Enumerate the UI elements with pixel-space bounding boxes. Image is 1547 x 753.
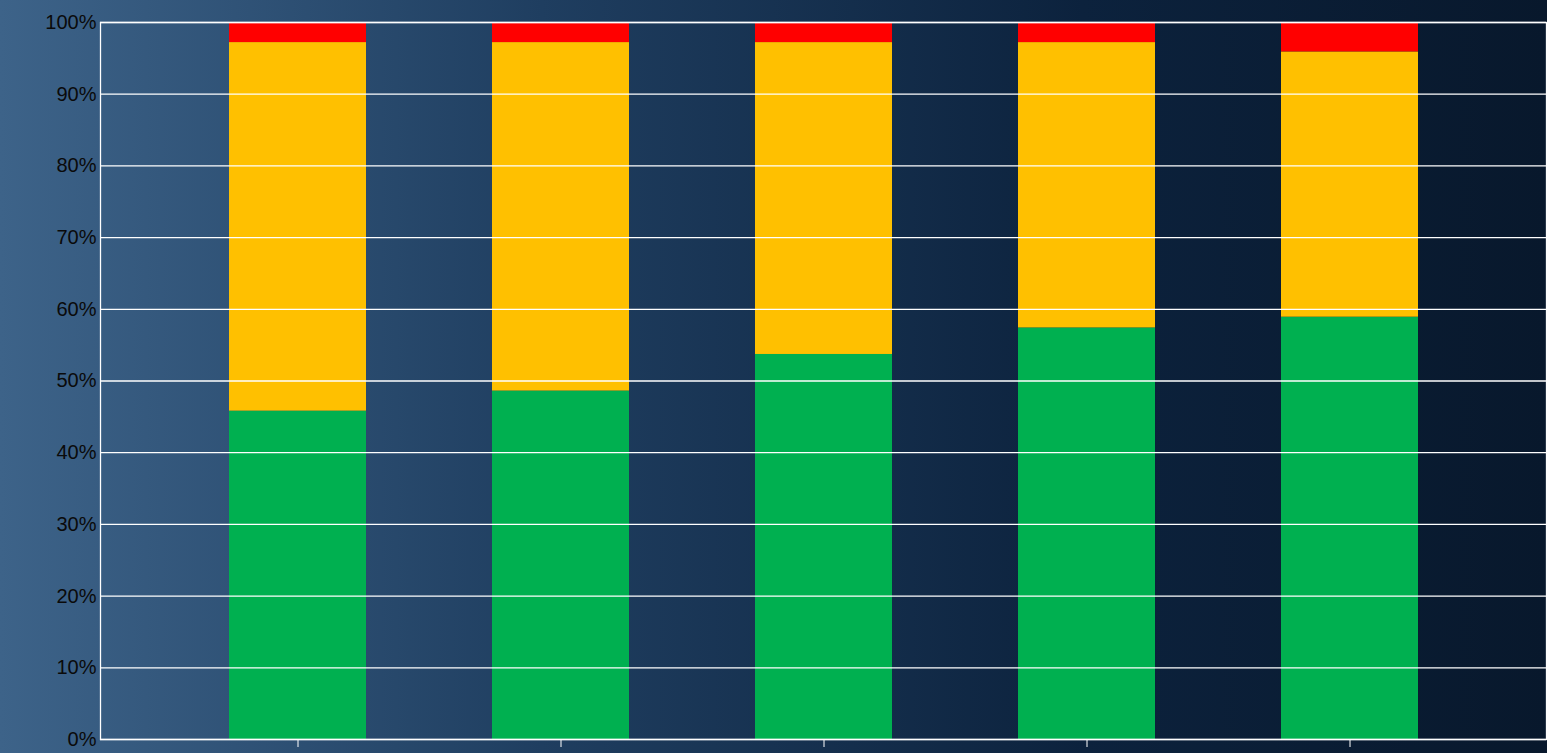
svg-text:0%: 0% — [68, 728, 97, 750]
svg-text:40%: 40% — [56, 441, 96, 463]
svg-text:50%: 50% — [56, 369, 96, 391]
svg-text:100%: 100% — [45, 11, 96, 33]
svg-text:80%: 80% — [56, 154, 96, 176]
svg-text:30%: 30% — [56, 513, 96, 535]
svg-text:10%: 10% — [56, 656, 96, 678]
svg-text:60%: 60% — [56, 298, 96, 320]
svg-text:20%: 20% — [56, 585, 96, 607]
svg-text:70%: 70% — [56, 226, 96, 248]
svg-text:90%: 90% — [56, 83, 96, 105]
